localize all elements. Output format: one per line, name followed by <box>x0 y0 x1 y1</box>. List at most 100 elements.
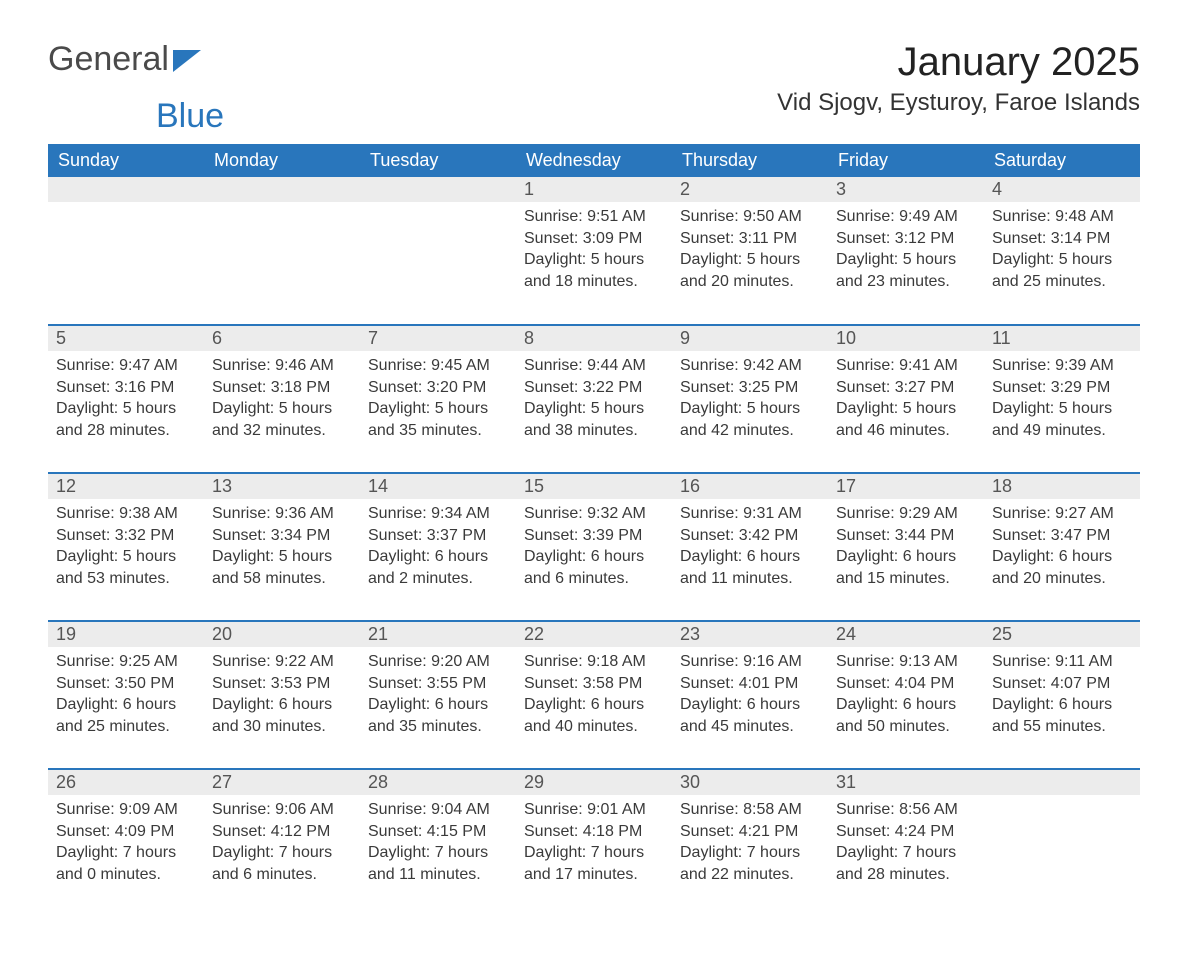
logo: General <box>48 40 213 79</box>
sunset-text: Sunset: 3:34 PM <box>212 525 352 547</box>
daylight-text: Daylight: 5 hours and 23 minutes. <box>836 249 976 292</box>
logo-text-general: General <box>48 40 169 79</box>
day-body: Sunrise: 9:31 AMSunset: 3:42 PMDaylight:… <box>672 499 828 597</box>
calendar-cell: 15Sunrise: 9:32 AMSunset: 3:39 PMDayligh… <box>516 473 672 621</box>
day-number: 26 <box>48 770 204 795</box>
daylight-text: Daylight: 5 hours and 38 minutes. <box>524 398 664 441</box>
sunset-text: Sunset: 3:12 PM <box>836 228 976 250</box>
sunrise-text: Sunrise: 9:45 AM <box>368 355 508 377</box>
calendar-cell: 13Sunrise: 9:36 AMSunset: 3:34 PMDayligh… <box>204 473 360 621</box>
daylight-text: Daylight: 6 hours and 25 minutes. <box>56 694 196 737</box>
day-body: Sunrise: 9:44 AMSunset: 3:22 PMDaylight:… <box>516 351 672 449</box>
day-body: Sunrise: 9:41 AMSunset: 3:27 PMDaylight:… <box>828 351 984 449</box>
logo-text-blue: Blue <box>156 97 224 135</box>
sunrise-text: Sunrise: 9:06 AM <box>212 799 352 821</box>
daylight-text: Daylight: 7 hours and 22 minutes. <box>680 842 820 885</box>
sunset-text: Sunset: 3:32 PM <box>56 525 196 547</box>
daylight-text: Daylight: 5 hours and 53 minutes. <box>56 546 196 589</box>
day-number: 23 <box>672 622 828 647</box>
day-number: 24 <box>828 622 984 647</box>
day-number: 5 <box>48 326 204 351</box>
daylight-text: Daylight: 7 hours and 0 minutes. <box>56 842 196 885</box>
day-number: 10 <box>828 326 984 351</box>
sunset-text: Sunset: 3:53 PM <box>212 673 352 695</box>
calendar-cell: 29Sunrise: 9:01 AMSunset: 4:18 PMDayligh… <box>516 769 672 917</box>
daylight-text: Daylight: 7 hours and 6 minutes. <box>212 842 352 885</box>
sunrise-text: Sunrise: 9:32 AM <box>524 503 664 525</box>
sunrise-text: Sunrise: 9:09 AM <box>56 799 196 821</box>
daylight-text: Daylight: 5 hours and 28 minutes. <box>56 398 196 441</box>
calendar-cell: 21Sunrise: 9:20 AMSunset: 3:55 PMDayligh… <box>360 621 516 769</box>
calendar-cell <box>204 177 360 325</box>
day-body: Sunrise: 9:51 AMSunset: 3:09 PMDaylight:… <box>516 202 672 300</box>
day-body: Sunrise: 9:29 AMSunset: 3:44 PMDaylight:… <box>828 499 984 597</box>
day-body: Sunrise: 9:32 AMSunset: 3:39 PMDaylight:… <box>516 499 672 597</box>
day-body: Sunrise: 9:47 AMSunset: 3:16 PMDaylight:… <box>48 351 204 449</box>
day-number: 17 <box>828 474 984 499</box>
calendar-cell: 28Sunrise: 9:04 AMSunset: 4:15 PMDayligh… <box>360 769 516 917</box>
day-body: Sunrise: 9:39 AMSunset: 3:29 PMDaylight:… <box>984 351 1140 449</box>
calendar-cell: 9Sunrise: 9:42 AMSunset: 3:25 PMDaylight… <box>672 325 828 473</box>
sunset-text: Sunset: 3:42 PM <box>680 525 820 547</box>
day-body <box>360 202 516 214</box>
sunset-text: Sunset: 3:09 PM <box>524 228 664 250</box>
daylight-text: Daylight: 6 hours and 50 minutes. <box>836 694 976 737</box>
sunrise-text: Sunrise: 9:18 AM <box>524 651 664 673</box>
day-body: Sunrise: 9:27 AMSunset: 3:47 PMDaylight:… <box>984 499 1140 597</box>
calendar-cell: 31Sunrise: 8:56 AMSunset: 4:24 PMDayligh… <box>828 769 984 917</box>
weekday-header: Tuesday <box>360 144 516 177</box>
sunrise-text: Sunrise: 8:58 AM <box>680 799 820 821</box>
day-body: Sunrise: 9:16 AMSunset: 4:01 PMDaylight:… <box>672 647 828 745</box>
day-body: Sunrise: 9:22 AMSunset: 3:53 PMDaylight:… <box>204 647 360 745</box>
daylight-text: Daylight: 6 hours and 40 minutes. <box>524 694 664 737</box>
daylight-text: Daylight: 5 hours and 18 minutes. <box>524 249 664 292</box>
calendar-cell: 11Sunrise: 9:39 AMSunset: 3:29 PMDayligh… <box>984 325 1140 473</box>
sunset-text: Sunset: 4:09 PM <box>56 821 196 843</box>
day-number: 2 <box>672 177 828 202</box>
day-number: 9 <box>672 326 828 351</box>
sunset-text: Sunset: 3:58 PM <box>524 673 664 695</box>
daylight-text: Daylight: 6 hours and 6 minutes. <box>524 546 664 589</box>
day-body: Sunrise: 9:34 AMSunset: 3:37 PMDaylight:… <box>360 499 516 597</box>
day-number: 12 <box>48 474 204 499</box>
day-number: 13 <box>204 474 360 499</box>
daylight-text: Daylight: 6 hours and 30 minutes. <box>212 694 352 737</box>
weekday-header: Friday <box>828 144 984 177</box>
sunset-text: Sunset: 3:39 PM <box>524 525 664 547</box>
calendar-page: General January 2025 Vid Sjogv, Eysturoy… <box>0 0 1188 957</box>
sunset-text: Sunset: 3:14 PM <box>992 228 1132 250</box>
daylight-text: Daylight: 6 hours and 2 minutes. <box>368 546 508 589</box>
sunrise-text: Sunrise: 9:36 AM <box>212 503 352 525</box>
calendar-cell: 18Sunrise: 9:27 AMSunset: 3:47 PMDayligh… <box>984 473 1140 621</box>
day-number: 21 <box>360 622 516 647</box>
daylight-text: Daylight: 7 hours and 28 minutes. <box>836 842 976 885</box>
day-body <box>48 202 204 214</box>
title-month: January 2025 <box>777 40 1140 85</box>
calendar-cell: 24Sunrise: 9:13 AMSunset: 4:04 PMDayligh… <box>828 621 984 769</box>
sunrise-text: Sunrise: 9:31 AM <box>680 503 820 525</box>
sunrise-text: Sunrise: 9:47 AM <box>56 355 196 377</box>
daylight-text: Daylight: 6 hours and 45 minutes. <box>680 694 820 737</box>
day-number: 29 <box>516 770 672 795</box>
weekday-header: Sunday <box>48 144 204 177</box>
day-number: 6 <box>204 326 360 351</box>
sunset-text: Sunset: 3:11 PM <box>680 228 820 250</box>
sunset-text: Sunset: 4:07 PM <box>992 673 1132 695</box>
daylight-text: Daylight: 6 hours and 20 minutes. <box>992 546 1132 589</box>
calendar-cell: 27Sunrise: 9:06 AMSunset: 4:12 PMDayligh… <box>204 769 360 917</box>
sunrise-text: Sunrise: 9:13 AM <box>836 651 976 673</box>
daylight-text: Daylight: 6 hours and 11 minutes. <box>680 546 820 589</box>
calendar-cell: 10Sunrise: 9:41 AMSunset: 3:27 PMDayligh… <box>828 325 984 473</box>
daylight-text: Daylight: 6 hours and 55 minutes. <box>992 694 1132 737</box>
calendar-cell: 20Sunrise: 9:22 AMSunset: 3:53 PMDayligh… <box>204 621 360 769</box>
sunset-text: Sunset: 3:20 PM <box>368 377 508 399</box>
sunrise-text: Sunrise: 9:22 AM <box>212 651 352 673</box>
day-body: Sunrise: 9:50 AMSunset: 3:11 PMDaylight:… <box>672 202 828 300</box>
day-body: Sunrise: 9:38 AMSunset: 3:32 PMDaylight:… <box>48 499 204 597</box>
sunset-text: Sunset: 3:55 PM <box>368 673 508 695</box>
calendar-cell: 19Sunrise: 9:25 AMSunset: 3:50 PMDayligh… <box>48 621 204 769</box>
sunrise-text: Sunrise: 9:38 AM <box>56 503 196 525</box>
weekday-header: Saturday <box>984 144 1140 177</box>
sunrise-text: Sunrise: 9:11 AM <box>992 651 1132 673</box>
sunset-text: Sunset: 3:18 PM <box>212 377 352 399</box>
